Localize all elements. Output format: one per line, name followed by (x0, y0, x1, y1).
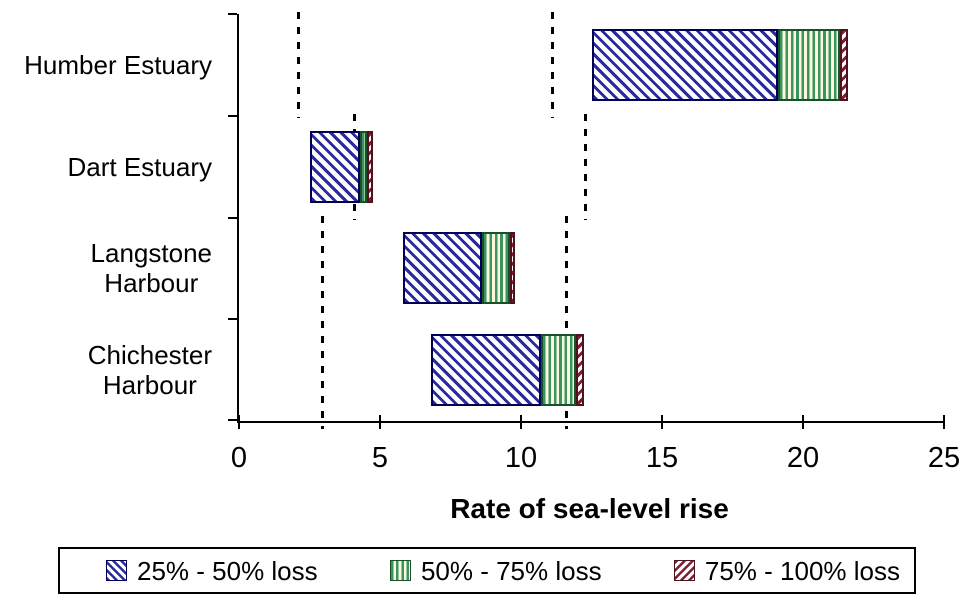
x-axis-tick-label: 20 (786, 442, 820, 474)
category-label-humber-estuary: Humber Estuary (24, 49, 212, 80)
category-label-row: Langstone Harbour (0, 218, 212, 320)
category-label-langstone-harbour: Langstone Harbour (90, 238, 212, 299)
red-diagonal-hatch-swatch-icon (673, 560, 695, 581)
y-axis-tick-mark (228, 115, 237, 117)
bar-segment-75-100-loss (575, 334, 585, 407)
bar-segment-75-100-loss (367, 130, 373, 203)
x-axis-tick-mark (520, 415, 522, 429)
legend-label: 75% - 100% loss (704, 555, 900, 586)
x-axis-tick-mark (802, 415, 804, 429)
bar-segment-50-75-loss (360, 130, 368, 203)
y-axis-tick-mark (228, 13, 237, 15)
x-axis-title: Rate of sea-level rise (450, 493, 729, 524)
green-vertical-stripes-swatch-icon (389, 560, 411, 581)
x-axis-tick-label: 25 (927, 442, 961, 474)
bar-segment-25-50-loss (591, 28, 778, 101)
category-label-row: Chichester Harbour (0, 319, 212, 421)
dashed-reference-line (584, 113, 588, 220)
bar-segment-50-75-loss (777, 28, 840, 101)
x-axis-tick-mark (943, 415, 945, 429)
bar-segment-50-75-loss (540, 334, 576, 407)
legend-item-25-50-loss: 25% - 50% loss (106, 556, 318, 586)
category-label-chichester-harbour: Chichester Harbour (87, 340, 212, 401)
y-axis-tick-mark (228, 419, 237, 421)
legend-box: 25% - 50% loss 50% - 75% loss 75% - 100%… (58, 547, 916, 594)
x-axis-tick-label: 5 (371, 442, 389, 474)
category-label-row: Dart Estuary (0, 116, 213, 218)
bar-segment-50-75-loss (481, 232, 510, 305)
legend-item-50-75-loss: 50% - 75% loss (389, 555, 602, 586)
bar-segment-25-50-loss (430, 334, 541, 407)
x-axis-tick-label: 10 (504, 442, 538, 474)
category-label-row: Humber Estuary (0, 14, 212, 116)
dashed-reference-line (296, 12, 300, 118)
bar-segment-75-100-loss (839, 28, 849, 101)
y-axis-tick-mark (228, 217, 237, 219)
blue-diagonal-hatch-swatch-icon (106, 560, 127, 581)
legend-label: 25% - 50% loss (137, 555, 318, 586)
bar-segment-75-100-loss (509, 232, 516, 305)
bar-segment-25-50-loss (402, 232, 482, 305)
dashed-reference-line (564, 215, 568, 429)
y-axis-tick-mark (228, 318, 237, 320)
y-axis-category-labels: Humber Estuary Dart Estuary Langstone Ha… (0, 14, 212, 421)
x-axis-tick-mark (379, 415, 381, 429)
dashed-reference-line (320, 215, 324, 429)
plot-area: 0 5 10 15 20 25 (228, 12, 960, 473)
category-label-dart-estuary: Dart Estuary (67, 151, 213, 182)
x-axis-tick-mark (661, 415, 663, 429)
x-axis-tick-label: 0 (230, 442, 248, 474)
bar-segment-25-50-loss (309, 130, 361, 203)
dashed-reference-line (550, 12, 554, 118)
legend-label: 50% - 75% loss (420, 555, 602, 586)
x-axis-tick-mark (238, 415, 240, 429)
x-axis-tick-label: 15 (645, 442, 679, 474)
legend-item-75-100-loss: 75% - 100% loss (673, 555, 900, 586)
